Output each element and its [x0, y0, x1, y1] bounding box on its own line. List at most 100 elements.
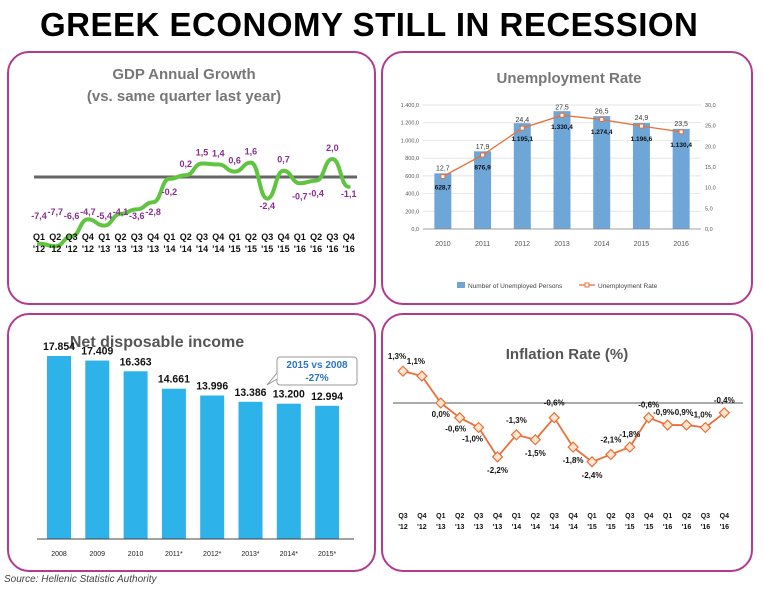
income-title: Net disposable income	[70, 334, 244, 351]
inflation-marker	[548, 411, 560, 424]
income-x-tick: 2012*	[203, 551, 222, 558]
inflation-tick-year: '14	[531, 524, 541, 531]
inflation-marker	[435, 397, 447, 409]
inflation-point-label: -1,8%	[563, 456, 584, 465]
unemp-y-left-tick: 400,0	[405, 192, 419, 198]
gdp-data-label: -2,4	[259, 201, 275, 211]
inflation-marker	[567, 441, 579, 453]
gdp-data-label: -3,6	[129, 211, 145, 221]
gdp-tick-quarter: Q2	[180, 232, 192, 242]
inflation-marker	[642, 411, 655, 424]
unemp-y-left-tick: 1.400,0	[401, 103, 419, 109]
gdp-data-label: 0,2	[179, 159, 192, 169]
income-bar	[161, 388, 186, 539]
unemp-x-tick: 2011	[475, 241, 490, 248]
gdp-tick-quarter: Q1	[163, 232, 175, 242]
gdp-tick-quarter: Q3	[131, 232, 143, 242]
inflation-title: Inflation Rate (%)	[506, 346, 629, 363]
inflation-point-label: -0,6%	[445, 425, 466, 434]
gdp-data-label: 1,5	[196, 148, 209, 158]
inflation-tick-quarter: Q2	[531, 513, 540, 520]
gdp-tick-quarter: Q4	[82, 232, 94, 242]
income-bar	[315, 405, 340, 539]
inflation-tick-quarter: Q4	[493, 513, 502, 520]
gdp-data-label: -7,7	[48, 207, 64, 217]
gdp-data-label: 2,0	[326, 143, 339, 153]
unemp-y-right-tick: 0,0	[705, 227, 713, 233]
gdp-data-label: 1,4	[212, 148, 225, 158]
inflation-marker	[491, 451, 504, 463]
inflation-marker	[624, 441, 636, 453]
inflation-tick-year: '16	[701, 524, 711, 531]
unemp-y-left-tick: 1.200,0	[401, 121, 419, 127]
page-title: GREEK ECONOMY STILL IN RECESSION	[40, 6, 699, 43]
inflation-tick-year: '15	[606, 524, 616, 531]
unemp-rate-label: 24,4	[515, 117, 529, 124]
inflation-tick-quarter: Q4	[417, 513, 426, 520]
inflation-point-label: -2,2%	[487, 466, 508, 475]
unemp-legend-line: Unemployment Rate	[598, 283, 658, 290]
inflation-tick-quarter: Q1	[512, 513, 521, 520]
unemp-bar-label: 628,7	[435, 184, 452, 191]
gdp-data-label: -6,6	[64, 211, 80, 221]
gdp-tick-year: '16	[343, 244, 355, 254]
income-bar-label: 13.386	[235, 387, 267, 399]
gdp-tick-quarter: Q3	[196, 232, 208, 242]
gdp-tick-year: '16	[294, 244, 306, 254]
inflation-panel: Inflation Rate (%) 1,3% 1,1% 0,0% -0,6% -1,0%…	[381, 313, 753, 572]
inflation-tick-quarter: Q3	[474, 513, 483, 520]
income-bar	[85, 360, 110, 539]
gdp-tick-year: '15	[229, 244, 241, 254]
inflation-point-label: 1,1%	[407, 357, 425, 366]
income-x-tick: 2015*	[318, 551, 337, 558]
unemp-y-right-tick: 5,0	[705, 206, 713, 212]
inflation-tick-year: '12	[398, 524, 408, 531]
income-bar	[200, 395, 225, 539]
gdp-tick-year: '15	[245, 244, 257, 254]
income-bar-label: 13.996	[196, 381, 228, 393]
gdp-tick-year: '15	[261, 244, 273, 254]
gdp-tick-quarter: Q2	[310, 232, 322, 242]
inflation-point-label: -2,4%	[582, 471, 603, 480]
unemp-y-right-tick: 30,0	[705, 103, 716, 109]
inflation-marker	[472, 421, 485, 434]
unemp-bar	[474, 151, 492, 229]
inflation-point-label: -2,1%	[600, 435, 621, 444]
gdp-data-label: -1,1	[341, 189, 357, 199]
source-note: Source: Hellenic Statistic Authority	[4, 574, 157, 585]
unemp-y-right-tick: 25,0	[705, 124, 716, 130]
unemp-bar	[593, 116, 611, 229]
gdp-data-label: 1,6	[245, 147, 258, 157]
unemp-rate-marker	[678, 129, 684, 135]
unemp-legend-swatch-marker	[584, 282, 590, 288]
inflation-tick-quarter: Q1	[587, 513, 596, 520]
inflation-tick-year: '13	[493, 524, 503, 531]
unemp-rate-label: 26,5	[595, 108, 609, 115]
gdp-data-label: 0,7	[277, 155, 290, 165]
gdp-tick-quarter: Q3	[66, 232, 78, 242]
inflation-marker	[661, 419, 674, 431]
gdp-data-label: -4,7	[80, 207, 96, 217]
inflation-point-label: -0,9%	[672, 408, 693, 417]
unemp-bar-label: 1.130,4	[670, 142, 692, 149]
gdp-tick-year: '12	[66, 244, 78, 254]
inflation-tick-quarter: Q3	[398, 513, 407, 520]
income-callout-line1: 2015 vs 2008	[286, 360, 348, 371]
gdp-tick-year: '13	[131, 244, 143, 254]
unemp-y-right-tick: 10,0	[705, 186, 716, 192]
unemp-rate-marker	[480, 152, 486, 158]
inflation-point-label: -1,5%	[525, 449, 546, 458]
gdp-tick-year: '15	[277, 244, 289, 254]
inflation-marker	[510, 429, 523, 441]
gdp-chart: GDP Annual Growth (vs. same quarter last …	[31, 66, 357, 254]
income-bar	[123, 371, 148, 539]
gdp-data-label: -7,4	[31, 211, 47, 221]
gdp-tick-year: '14	[212, 244, 224, 254]
unemp-rate-marker	[519, 125, 525, 131]
gdp-tick-year: '13	[114, 244, 126, 254]
inflation-tick-quarter: Q2	[606, 513, 615, 520]
unemp-y-right-tick: 15,0	[705, 165, 716, 171]
inflation-tick-quarter: Q2	[455, 513, 464, 520]
income-bar-label: 16.363	[120, 356, 152, 368]
